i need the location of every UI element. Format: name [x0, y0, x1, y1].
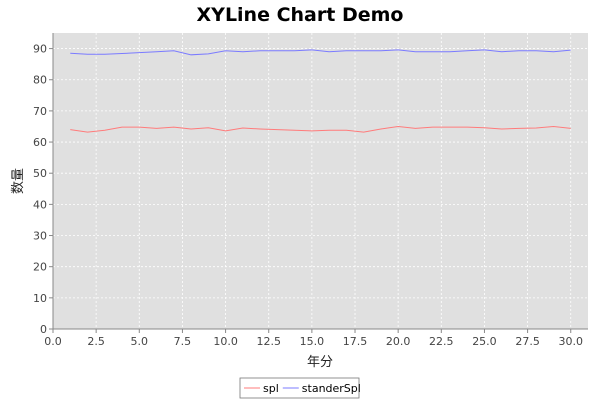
y-tick-label: 30 — [33, 230, 47, 243]
legend-label: spl — [263, 382, 279, 395]
x-tick-label: 5.0 — [131, 335, 149, 348]
x-tick-label: 12.5 — [256, 335, 281, 348]
series-line-spl — [70, 125, 571, 133]
x-tick-label: 20.0 — [386, 335, 411, 348]
x-tick-label: 7.5 — [174, 335, 192, 348]
x-tick-label: 17.5 — [343, 335, 368, 348]
x-tick-label: 25.0 — [472, 335, 497, 348]
y-tick-label: 80 — [33, 74, 47, 87]
legend-box — [239, 377, 360, 399]
x-tick-label: 15.0 — [300, 335, 325, 348]
legend: spl standerSpl — [239, 377, 361, 399]
series-lines — [70, 49, 571, 133]
legend-label: standerSpl — [302, 382, 361, 395]
y-tick-label: 0 — [40, 323, 47, 336]
y-tick-label: 60 — [33, 136, 47, 149]
series-line-standerSpl — [70, 49, 571, 56]
y-tick-label: 50 — [33, 167, 47, 180]
y-tick-label: 70 — [33, 105, 47, 118]
y-tick-label: 10 — [33, 292, 47, 305]
y-axis-label: 数量 — [11, 168, 26, 194]
x-tick-label: 0.0 — [44, 335, 62, 348]
chart-title: XYLine Chart Demo — [197, 4, 404, 26]
y-tick-label: 40 — [33, 198, 47, 211]
grid — [52, 33, 588, 330]
x-tick-label: 27.5 — [515, 335, 540, 348]
x-tick-label: 2.5 — [87, 335, 105, 348]
x-tick-label: 22.5 — [429, 335, 454, 348]
y-tick-label: 90 — [33, 43, 47, 56]
plot-area — [53, 33, 588, 329]
x-axis-label: 年分 — [307, 355, 333, 370]
y-tick-label: 20 — [33, 261, 47, 274]
x-tick-label: 10.0 — [213, 335, 238, 348]
x-tick-label: 30.0 — [558, 335, 583, 348]
axes: 0 10 20 30 40 50 60 70 80 90 0.0 2.5 5.0 7.5 10.0 12.5 1… — [33, 33, 588, 348]
